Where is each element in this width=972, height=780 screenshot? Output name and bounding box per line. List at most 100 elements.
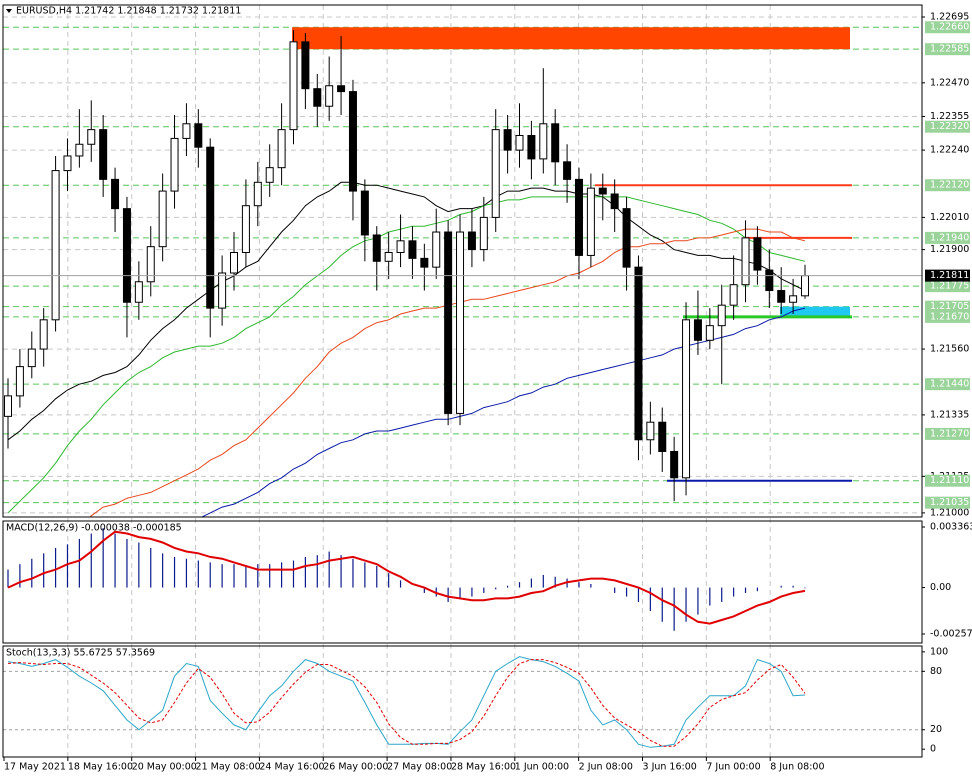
menu-arrow-icon[interactable]	[6, 9, 12, 13]
current-price-label: 1.21811	[930, 270, 969, 281]
candle-body	[122, 208, 131, 303]
candle-body	[206, 146, 215, 309]
candle-body	[194, 123, 203, 148]
candle-body	[51, 170, 60, 321]
y-tick-label: 80	[930, 666, 942, 677]
macd-panel-border	[2, 520, 923, 644]
level-label-box	[925, 179, 970, 192]
candle-body	[563, 161, 572, 180]
level-label-box	[925, 496, 970, 509]
x-tick-label: 28 May 16:00	[451, 762, 516, 773]
candle-body	[182, 123, 191, 139]
y-tick-label: -0.002578	[930, 628, 972, 639]
level-label: 1.22320	[930, 121, 969, 132]
x-tick-label: 3 Jun 16:00	[643, 762, 697, 773]
y-tick-label: 1.21900	[930, 244, 969, 255]
x-tick-label: 1 Jun 00:00	[515, 762, 569, 773]
candle-body	[503, 129, 512, 151]
stochastic-main-line	[7, 656, 806, 748]
macd-title: MACD(12,26,9) -0.000038 -0.000185	[6, 523, 182, 534]
level-label-box	[925, 280, 970, 293]
level-label: 1.21270	[930, 428, 969, 439]
macd-signal-line	[7, 530, 806, 625]
level-label-box	[925, 21, 970, 34]
y-tick-label: 1.22010	[930, 212, 969, 223]
level-label: 1.22120	[930, 180, 969, 191]
moving-average	[7, 196, 806, 514]
candle-body	[693, 319, 702, 341]
level-label: 1.21035	[930, 497, 969, 508]
candle-body	[456, 231, 465, 414]
y-tick-label: 1.22240	[930, 145, 969, 156]
level-label-box	[925, 300, 970, 313]
level-label: 1.21110	[930, 475, 969, 486]
x-tick-label: 20 May 00:00	[132, 762, 197, 773]
candle-body	[277, 129, 286, 169]
x-tick-label: 21 May 08:00	[196, 762, 261, 773]
candle-body	[753, 237, 762, 271]
x-tick-label: 17 May 2021	[4, 762, 66, 773]
candle-body	[111, 178, 120, 210]
y-tick-label: 1.21000	[930, 507, 969, 518]
candle-body	[348, 91, 357, 192]
level-label-box	[925, 43, 970, 56]
candle-body	[610, 193, 619, 210]
candle-body	[372, 234, 381, 262]
candle-body	[515, 134, 524, 151]
y-tick-label: 1.21560	[930, 344, 969, 355]
x-tick-label: 26 May 00:00	[323, 762, 388, 773]
candle-body	[15, 366, 24, 397]
stochastic-signal-line	[7, 659, 806, 747]
level-label-box	[925, 231, 970, 244]
level-label-box	[925, 427, 970, 440]
candle-body	[705, 325, 714, 341]
level-label-box	[925, 310, 970, 323]
supply-zone	[292, 27, 850, 50]
candle-body	[622, 208, 631, 268]
stochastic-panel	[7, 656, 806, 748]
stochastic-title: Stoch(13,3,3) 55.6725 57.3569	[6, 648, 155, 659]
moving-average	[89, 228, 806, 517]
candle-body	[396, 240, 405, 254]
support-zone	[780, 306, 850, 317]
candle-body	[289, 41, 298, 131]
level-label: 1.21775	[930, 281, 969, 292]
price-panel-border	[2, 4, 923, 518]
level-label: 1.21940	[930, 232, 969, 243]
candle-body	[4, 395, 12, 417]
candle-body	[765, 269, 774, 292]
x-tick-label: 18 May 16:00	[68, 762, 133, 773]
candle-body	[87, 129, 96, 145]
stochastic-panel-border	[2, 645, 923, 758]
y-tick-label: 1.22470	[930, 77, 969, 88]
macd-panel	[7, 528, 806, 631]
candle-body	[99, 129, 108, 180]
candle-body	[420, 257, 429, 268]
candle-body	[63, 155, 72, 172]
level-label: 1.21440	[930, 379, 969, 390]
x-tick-label: 7 Jun 00:00	[706, 762, 760, 773]
candle-body	[265, 167, 274, 183]
candle-body	[467, 231, 476, 251]
x-tick-label: 2 Jun 08:00	[579, 762, 633, 773]
candle-body	[230, 252, 239, 274]
level-label-box	[925, 474, 970, 487]
candle-body	[682, 319, 691, 479]
y-tick-label: 0.003363	[930, 521, 972, 532]
moving-average	[7, 181, 806, 441]
candle-body	[598, 187, 607, 195]
level-label: 1.21670	[930, 311, 969, 322]
candle-body	[432, 231, 441, 268]
candle-body	[539, 123, 548, 160]
y-tick-label: 0	[930, 744, 936, 755]
candle-body	[551, 123, 560, 163]
candle-body	[741, 237, 750, 286]
y-tick-label: 20	[930, 724, 942, 735]
candle-body	[574, 178, 583, 256]
candle-body	[801, 275, 809, 297]
axis-layer: 1.22695 1.22470 1.22355 1.22240 1.22010 1.219…	[3, 11, 972, 773]
price-panel	[3, 27, 922, 517]
candle-body	[491, 129, 500, 218]
